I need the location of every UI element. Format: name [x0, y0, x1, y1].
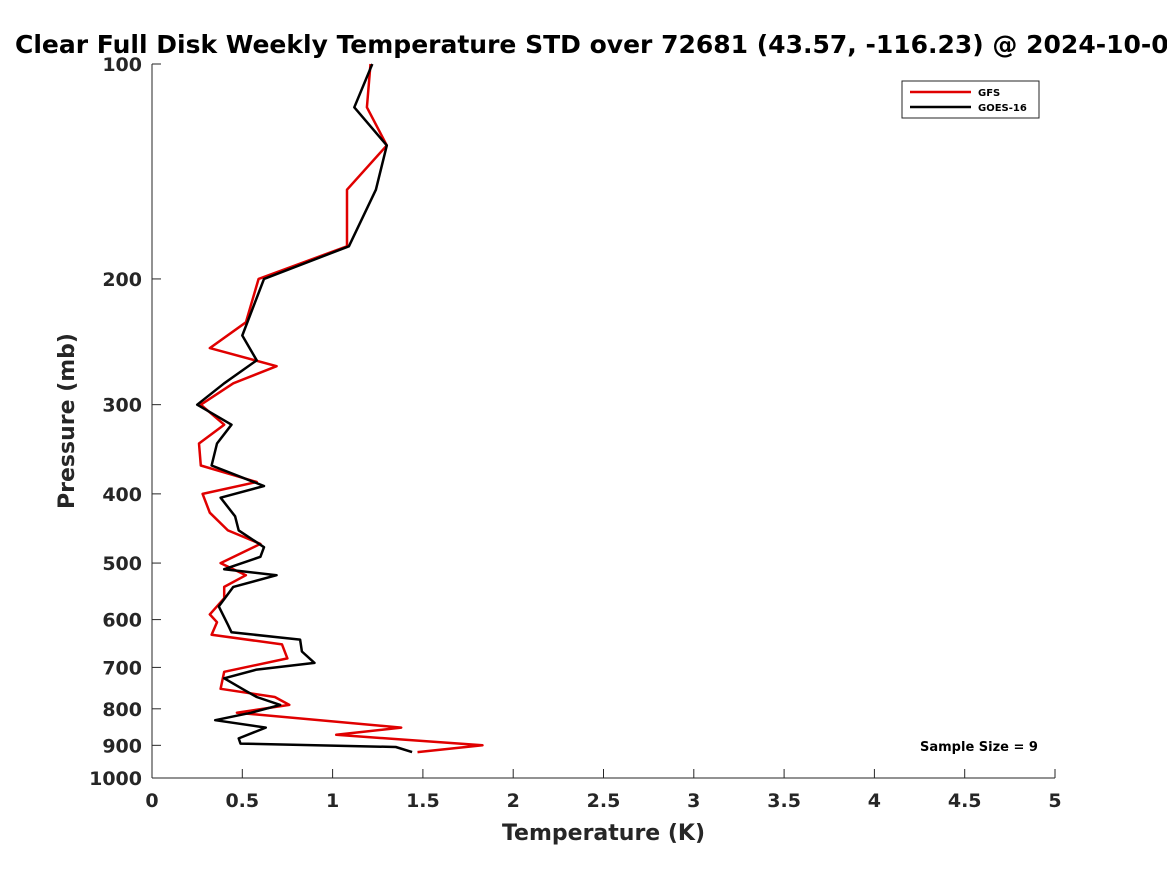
- y-tick-label: 300: [102, 395, 142, 417]
- legend: GFS GOES-16: [901, 80, 1040, 119]
- x-tick-label: 3.5: [767, 790, 801, 812]
- x-tick-label: 1: [326, 790, 339, 812]
- x-tick-label: 0.5: [225, 790, 259, 812]
- y-tick-label: 800: [102, 699, 142, 721]
- x-tick-label: 1.5: [406, 790, 440, 812]
- x-tick-label: 2.5: [587, 790, 621, 812]
- series-line-goes16: [195, 63, 413, 754]
- sample-size-annotation: Sample Size = 9: [920, 740, 1038, 755]
- x-ticks: 0 0.5 1 1.5 2 2.5 3 3.5 4 4.5 5: [145, 769, 1062, 812]
- y-tick-label: 600: [102, 610, 142, 632]
- y-tick-label: 700: [102, 657, 142, 679]
- x-axis-label: Temperature (K): [502, 821, 705, 846]
- series-layer: [195, 63, 484, 754]
- x-tick-label: 4.5: [948, 790, 982, 812]
- x-tick-label: 4: [868, 790, 881, 812]
- y-tick-label: 100: [102, 54, 142, 76]
- chart-title: Clear Full Disk Weekly Temperature STD o…: [15, 30, 1167, 59]
- x-tick-label: 2: [507, 790, 520, 812]
- plot-area: [152, 64, 1055, 778]
- y-ticks: 100 200 300 400 500 600 700 800 900 1000: [89, 54, 161, 790]
- y-tick-label: 200: [102, 269, 142, 291]
- x-tick-label: 3: [687, 790, 700, 812]
- x-tick-label: 0: [145, 790, 158, 812]
- legend-label-goes16: GOES-16: [978, 103, 1027, 114]
- y-axis-label: Pressure (mb): [55, 333, 80, 509]
- y-tick-label: 400: [102, 484, 142, 506]
- y-tick-label: 900: [102, 735, 142, 757]
- legend-box: [901, 80, 1040, 119]
- legend-label-gfs: GFS: [978, 88, 1000, 99]
- x-tick-label: 5: [1048, 790, 1061, 812]
- y-tick-label: 1000: [89, 768, 142, 790]
- y-tick-label: 500: [102, 553, 142, 575]
